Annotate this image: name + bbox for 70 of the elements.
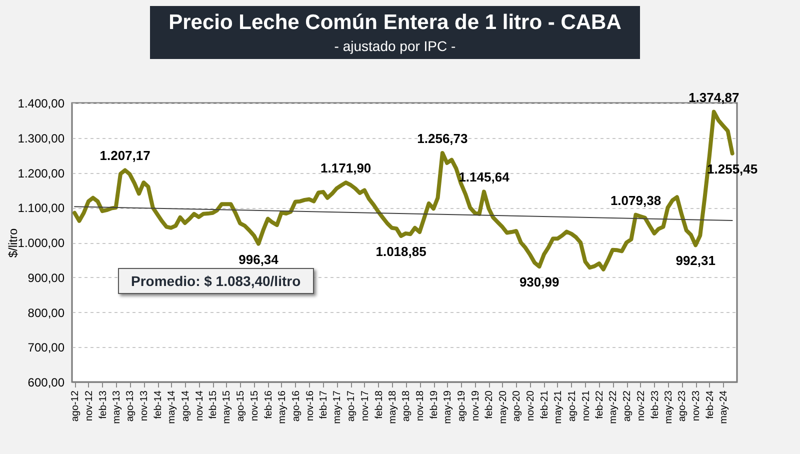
y-tick-label: 600,00 [28,376,65,390]
x-tick-label: feb-17 [318,390,330,419]
x-tick-label: nov-13 [139,390,150,422]
x-tick-label: nov-20 [526,390,537,422]
annotation: Promedio: $ 1.083,40/litro [118,268,314,294]
x-tick-label: may-17 [332,390,344,424]
x-tick-label: ago-22 [622,390,634,422]
x-tick-label: may-19 [442,390,454,424]
x-tick-label: nov-18 [415,390,426,422]
x-tick-label: nov-17 [360,390,371,422]
x-tick-label: feb-20 [484,390,496,419]
data-label: 1.018,85 [376,244,426,259]
x-tick-label: nov-22 [636,390,647,422]
x-tick-label: may-22 [608,390,620,424]
y-tick-label: 800,00 [28,306,65,320]
x-tick-label: ago-23 [677,390,688,422]
x-tick-label: may-15 [222,390,233,424]
x-tick-label: feb-13 [98,390,109,419]
x-tick-label: feb-14 [153,390,164,419]
x-tick-label: nov-19 [470,390,482,422]
y-tick-label: 900,00 [28,270,65,285]
x-tick-label: ago-14 [180,390,192,422]
x-tick-label: feb-24 [704,390,716,419]
y-tick-label: 1.300,00 [18,131,65,146]
x-tick-label: may-21 [552,390,564,424]
x-tick-label: ago-19 [456,390,468,422]
y-tick-label: 1.100,00 [18,201,65,216]
x-tick-label: nov-15 [249,390,260,422]
y-tick-label: 1.000,00 [18,236,65,250]
x-tick-label: ago-13 [125,390,136,422]
data-label: 1.079,38 [610,192,662,208]
x-tick-label: may-18 [387,390,398,424]
x-tick-label: nov-12 [84,390,95,422]
y-tick-label: 700,00 [28,340,65,355]
x-tick-label: ago-20 [512,390,523,422]
x-tick-label: nov-21 [580,390,592,422]
x-tick-label: nov-16 [304,390,316,422]
x-tick-label: ago-17 [346,390,358,422]
x-tick-label: feb-15 [208,390,220,419]
y-tick-label: 1.200,00 [18,166,65,180]
x-tick-label: may-20 [498,390,509,424]
x-tick-label: nov-14 [194,390,206,422]
x-tick-label: may-24 [718,390,730,424]
data-label: 1.171,90 [320,160,372,176]
x-tick-label: ago-18 [401,390,412,422]
x-tick-label: feb-23 [650,390,661,419]
chart-title: Precio Leche Común Entera de 1 litro - CABA [168,10,622,36]
data-label: 996,34 [238,252,280,267]
chart-subtitle: - ajustado por IPC - [333,37,457,55]
x-tick-label: feb-19 [429,390,440,419]
x-tick-label: ago-15 [236,390,247,422]
y-axis-title: $/litro [6,228,20,258]
x-tick-label: feb-22 [594,390,606,419]
x-tick-label: nov-23 [691,390,702,422]
x-tick-label: may-14 [166,390,178,424]
data-label: 1.374,87 [688,90,740,105]
data-label: 1.256,73 [417,130,468,146]
y-tick-label: 1.400,00 [18,96,65,110]
x-tick-label: ago-12 [70,390,82,422]
x-tick-label: feb-18 [374,390,385,419]
data-label: 930,99 [519,274,560,290]
x-tick-label: feb-21 [540,390,550,419]
data-label: 992,31 [676,253,716,268]
x-tick-label: feb-16 [263,390,274,419]
data-label: 1.207,17 [100,148,150,164]
x-tick-label: may-16 [276,390,288,424]
x-tick-label: may-23 [663,390,674,424]
x-tick-label: may-13 [111,390,122,424]
x-tick-label: ago-21 [566,390,578,422]
x-tick-label: ago-16 [290,390,302,422]
